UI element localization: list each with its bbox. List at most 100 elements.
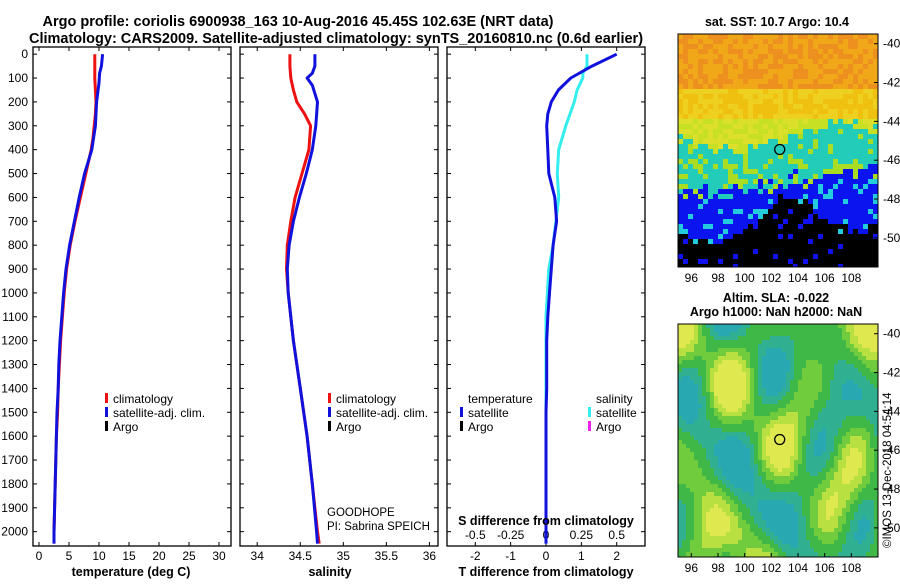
map-cell [753, 49, 758, 54]
map-cell [690, 544, 694, 548]
map-cell [706, 516, 710, 520]
map-cell [718, 344, 722, 348]
map-cell [754, 516, 758, 520]
map-cell [866, 412, 870, 416]
map-cell [693, 94, 698, 99]
map-cell [808, 74, 813, 79]
map-cell [830, 520, 834, 524]
map-cell [786, 456, 790, 460]
map-cell [770, 332, 774, 336]
map-cell [722, 496, 726, 500]
map-cell [806, 488, 810, 492]
map-cell [823, 89, 828, 94]
map-cell [778, 324, 782, 328]
map-cell [708, 54, 713, 59]
map-cell [723, 69, 728, 74]
map-cell [828, 194, 833, 199]
map-cell [690, 412, 694, 416]
map-cell [686, 484, 690, 488]
map-cell [734, 452, 738, 456]
map-cell [738, 199, 743, 204]
map-cell [870, 532, 874, 536]
map-cell [766, 372, 770, 376]
map-cell [708, 244, 713, 249]
map-cell [790, 412, 794, 416]
map-cell [834, 504, 838, 508]
map-cell [718, 484, 722, 488]
map-cell [790, 472, 794, 476]
map-cell [766, 540, 770, 544]
map-cell [834, 488, 838, 492]
map-cell [822, 424, 826, 428]
map-cell [682, 524, 686, 528]
map-cell [730, 372, 734, 376]
map-cell [834, 508, 838, 512]
map-cell [806, 408, 810, 412]
map-cell [778, 99, 783, 104]
map-cell [726, 368, 730, 372]
map-cell [730, 348, 734, 352]
map-cell [870, 340, 874, 344]
map-cell [873, 154, 878, 159]
map-cell [702, 432, 706, 436]
map-cell [818, 324, 822, 328]
map-cell [790, 340, 794, 344]
map-cell [778, 416, 782, 420]
map-cell [782, 532, 786, 536]
map-cell [678, 49, 683, 54]
map-cell [828, 204, 833, 209]
map-cell [782, 388, 786, 392]
map-cell [708, 74, 713, 79]
map-cell [726, 424, 730, 428]
map-cell [733, 54, 738, 59]
map-cell [774, 376, 778, 380]
map-cell [854, 472, 858, 476]
map-cell [828, 239, 833, 244]
map-cell [806, 388, 810, 392]
map-cell [850, 520, 854, 524]
map-cell [733, 239, 738, 244]
map-cell [798, 204, 803, 209]
map-cell [853, 114, 858, 119]
map-cell [714, 444, 718, 448]
map-cell [758, 376, 762, 380]
map-cell [686, 528, 690, 532]
map-cell [762, 328, 766, 332]
map-cell [718, 194, 723, 199]
map-cell [813, 39, 818, 44]
map-cell [688, 189, 693, 194]
map-cell [710, 340, 714, 344]
map-cell [698, 259, 703, 264]
map-cell [770, 484, 774, 488]
map-cell [848, 184, 853, 189]
map-cell [718, 154, 723, 159]
map-cell [733, 134, 738, 139]
map-cell [806, 460, 810, 464]
map-cell [738, 528, 742, 532]
map-cell [728, 74, 733, 79]
map-cell [774, 464, 778, 468]
map-cell [830, 436, 834, 440]
map-cell [853, 144, 858, 149]
map-cell [686, 496, 690, 500]
map-cell [762, 544, 766, 548]
map-cell [814, 384, 818, 388]
map-cell [850, 532, 854, 536]
map-cell [843, 214, 848, 219]
map-cell [858, 484, 862, 488]
map-cell [713, 179, 718, 184]
map-cell [738, 119, 743, 124]
map-cell [793, 129, 798, 134]
map-cell [738, 448, 742, 452]
map-cell [743, 79, 748, 84]
map-cell [723, 49, 728, 54]
map-cell [798, 34, 803, 39]
map-cell [798, 352, 802, 356]
map-cell [706, 364, 710, 368]
map-cell [823, 129, 828, 134]
map-cell [783, 184, 788, 189]
map-cell [713, 129, 718, 134]
map-cell [866, 540, 870, 544]
map-cell [794, 412, 798, 416]
map-cell [810, 356, 814, 360]
